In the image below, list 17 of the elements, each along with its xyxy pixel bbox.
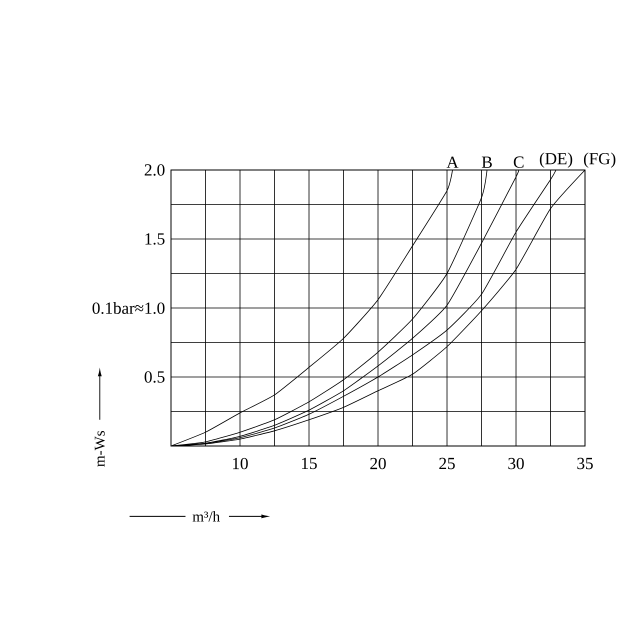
series-label: (DE) xyxy=(540,152,572,168)
x-tick-label: 10 xyxy=(233,458,248,470)
series-label: B xyxy=(482,156,492,168)
x-axis-title: m³/h xyxy=(192,511,220,522)
x-tick-label: 15 xyxy=(302,458,317,470)
series-label: C xyxy=(514,156,524,168)
x-tick-label: 25 xyxy=(439,458,455,470)
y-tick-label: 2.0 xyxy=(144,164,165,176)
x-tick-label: 30 xyxy=(508,458,524,470)
series-label: A xyxy=(446,156,459,168)
x-tick-label: 20 xyxy=(370,458,386,470)
y-tick-label: 0.5 xyxy=(144,371,165,383)
series-label: (FG) xyxy=(584,152,616,168)
y-tick-label: 0.1bar≈1.0 xyxy=(92,302,165,314)
y-tick-label: 1.5 xyxy=(145,233,165,245)
x-tick-label: 35 xyxy=(577,458,593,470)
y-axis-title: m-Ws xyxy=(94,431,105,467)
